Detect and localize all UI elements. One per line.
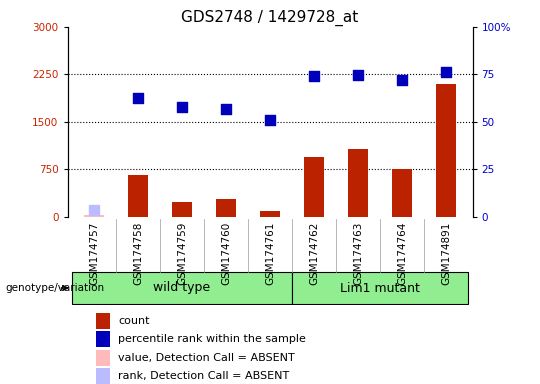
Text: GSM174891: GSM174891	[441, 222, 451, 285]
Text: value, Detection Call = ABSENT: value, Detection Call = ABSENT	[118, 353, 295, 363]
Bar	[96, 368, 110, 384]
Title: GDS2748 / 1429728_at: GDS2748 / 1429728_at	[181, 9, 359, 25]
Text: GSM174757: GSM174757	[89, 222, 99, 285]
Text: GSM174758: GSM174758	[133, 222, 143, 285]
Bar	[260, 211, 280, 217]
Text: GSM174761: GSM174761	[265, 222, 275, 285]
Bar	[96, 350, 110, 366]
Text: GSM174763: GSM174763	[353, 222, 363, 285]
Point	[354, 72, 362, 78]
Text: genotype/variation: genotype/variation	[5, 283, 105, 293]
Text: rank, Detection Call = ABSENT: rank, Detection Call = ABSENT	[118, 371, 289, 381]
Text: GSM174760: GSM174760	[221, 222, 231, 285]
Bar	[96, 313, 110, 329]
Point	[442, 69, 450, 75]
Text: count: count	[118, 316, 150, 326]
Point	[266, 117, 274, 123]
Text: GSM174762: GSM174762	[309, 222, 319, 285]
Point	[178, 104, 186, 111]
Point	[133, 95, 142, 101]
Bar	[392, 169, 412, 217]
Point	[90, 207, 98, 213]
Bar	[348, 149, 368, 217]
Text: GSM174759: GSM174759	[177, 222, 187, 285]
Bar	[292, 273, 468, 303]
Point	[310, 73, 319, 79]
Bar	[128, 174, 148, 217]
Text: GSM174764: GSM174764	[397, 222, 407, 285]
Text: wild type: wild type	[153, 281, 211, 295]
Bar	[216, 199, 236, 217]
Bar	[436, 84, 456, 217]
Bar	[172, 202, 192, 217]
Text: percentile rank within the sample: percentile rank within the sample	[118, 334, 306, 344]
Point	[221, 106, 230, 112]
Bar	[96, 331, 110, 347]
Text: Lim1 mutant: Lim1 mutant	[340, 281, 420, 295]
Point	[398, 77, 407, 83]
Bar	[304, 157, 324, 217]
Bar	[84, 215, 104, 217]
Bar	[72, 273, 292, 303]
